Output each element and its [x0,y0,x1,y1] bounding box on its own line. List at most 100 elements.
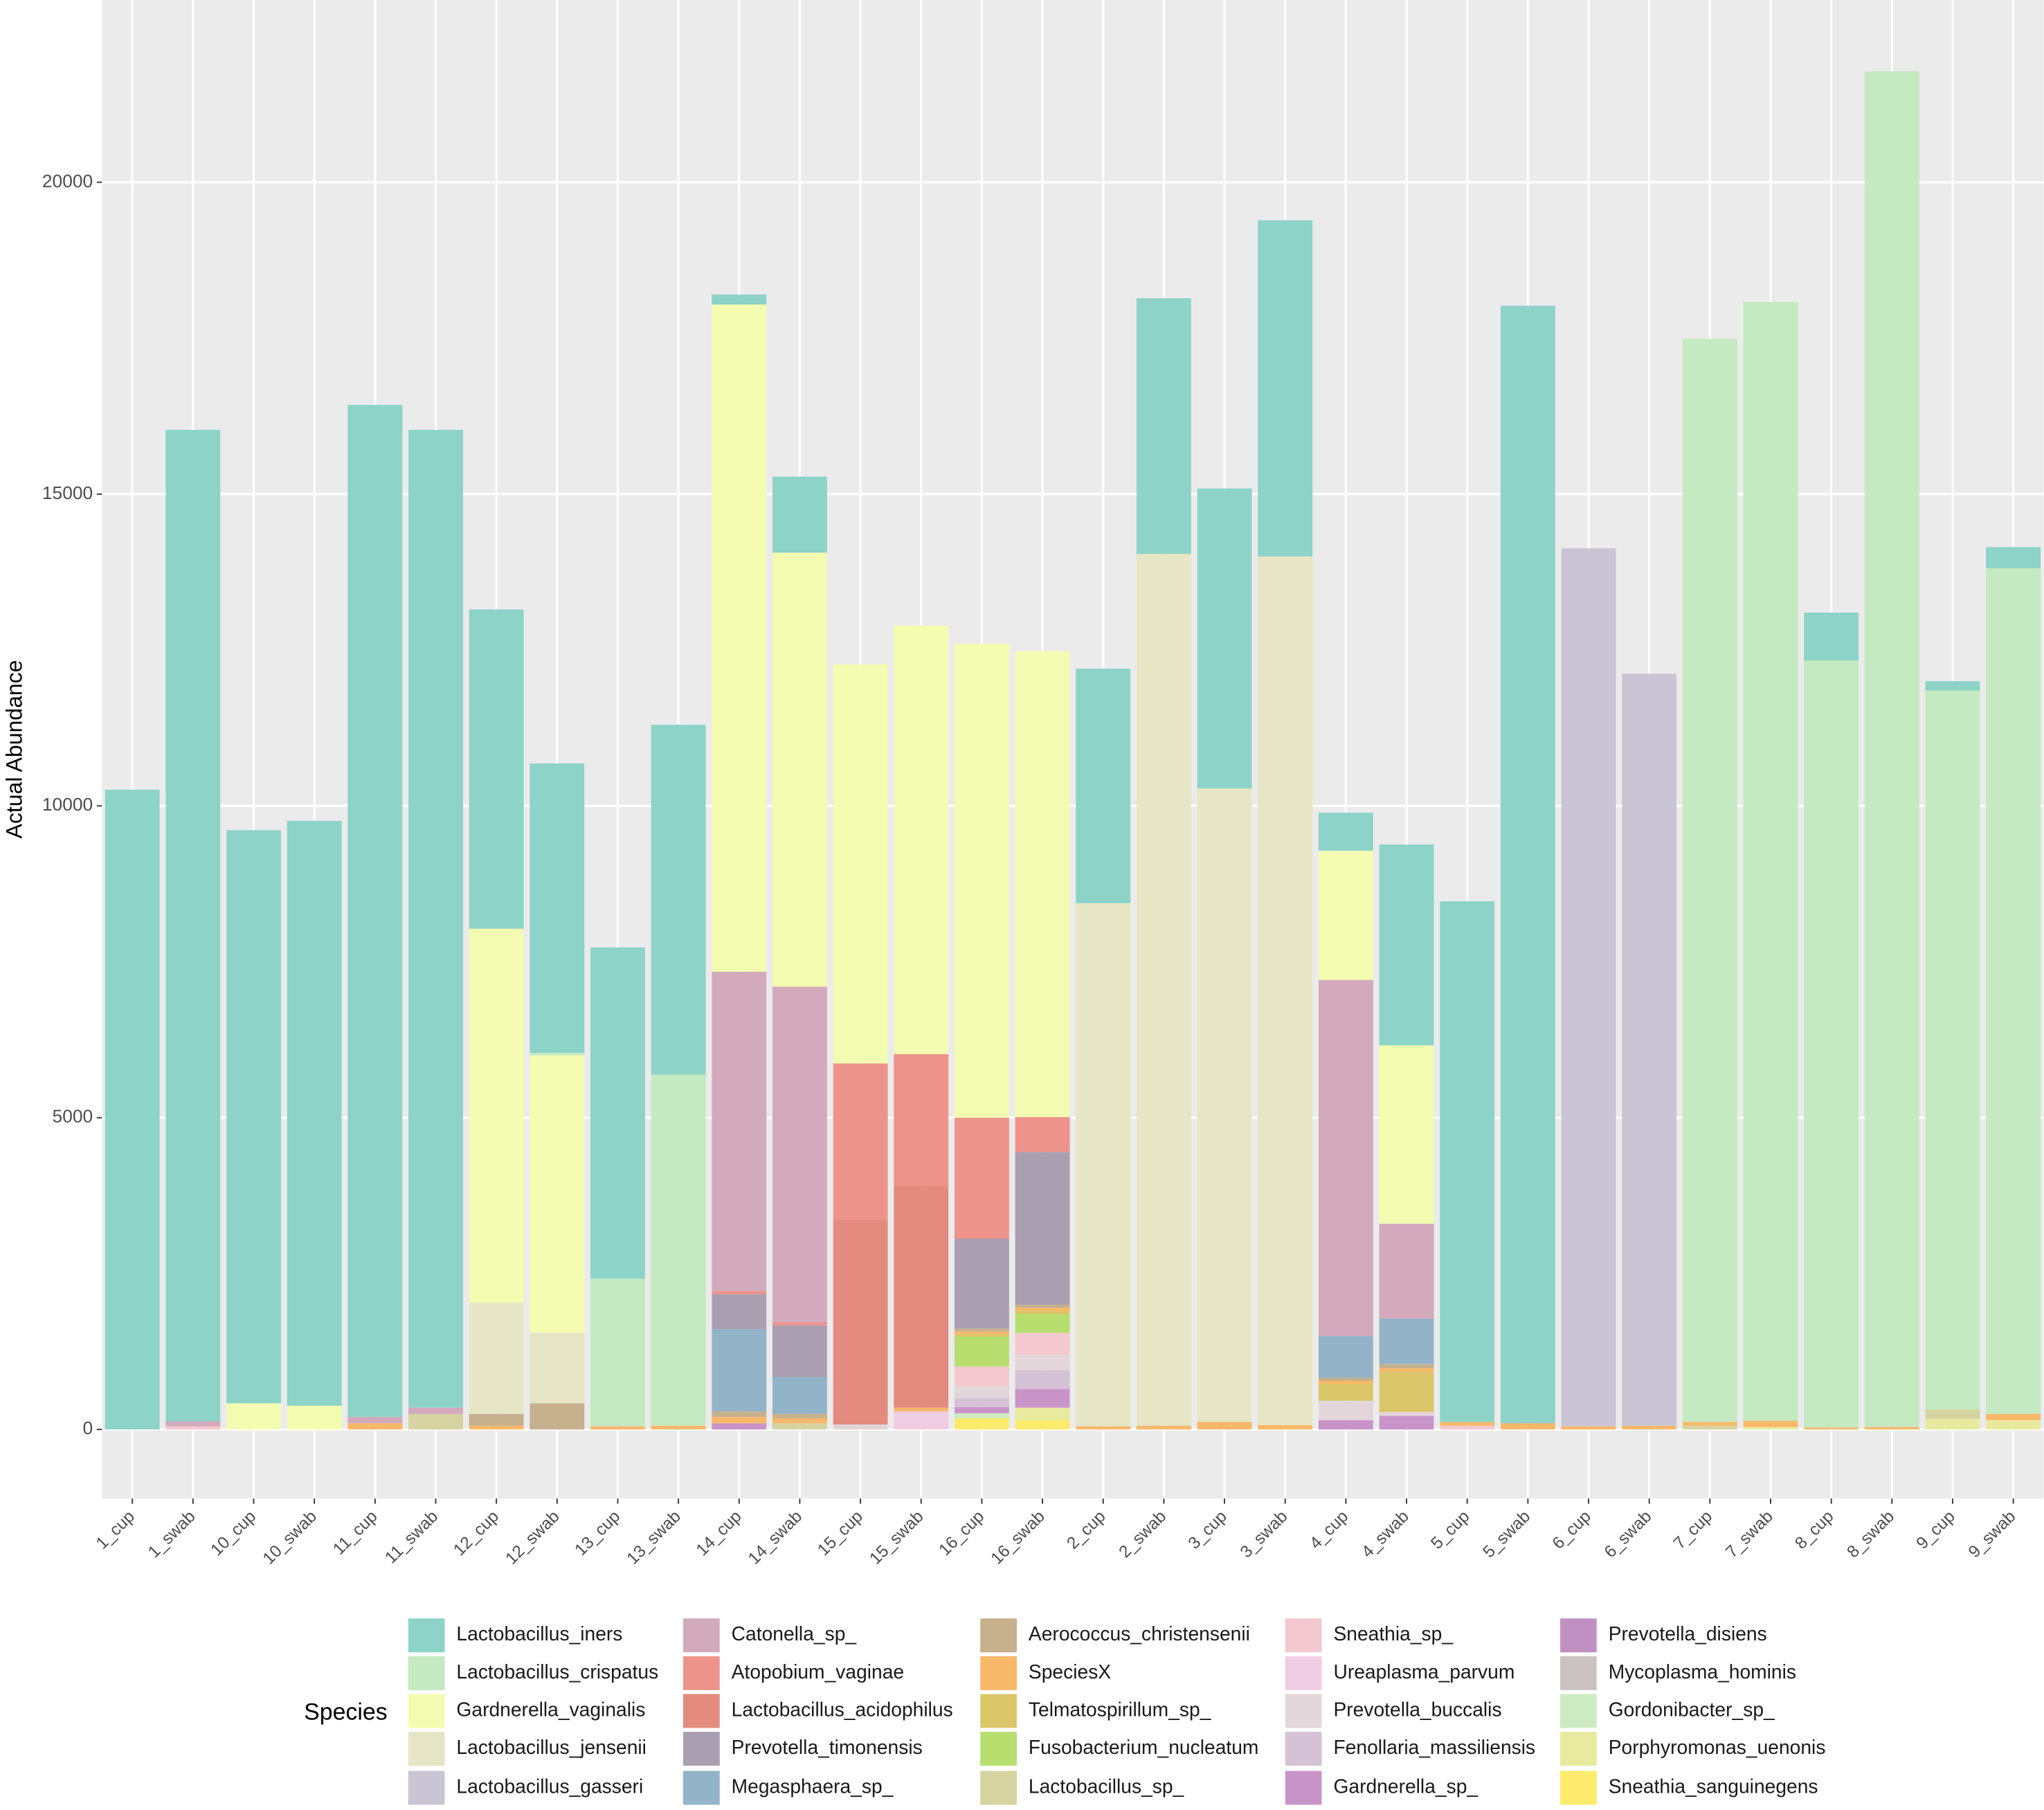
bar-segment [1500,1423,1555,1430]
bar-segment [954,1117,1009,1239]
legend-key [980,1656,1017,1690]
bar-segment [954,1334,1009,1337]
bar-segment [1682,338,1737,1422]
legend-label: SpeciesX [1029,1660,1111,1683]
bar-segment [954,644,1009,1118]
bar-segment [712,304,767,972]
bar-segment [1015,1355,1070,1370]
legend-key [1285,1618,1322,1653]
bar-segment [1258,220,1313,556]
legend-label: Prevotella_timonensis [732,1736,923,1758]
bar-segment [165,430,221,1422]
x-tick-label: 13_swab [624,1507,685,1568]
bar-segment [772,1418,827,1424]
legend-key [408,1732,445,1766]
bar-segment [772,1423,827,1430]
bar-segment [772,1322,827,1325]
bar-segment [1015,1332,1070,1355]
bar-segment [1864,71,1919,1427]
bar-segment [1197,788,1252,1422]
bar-segment [954,1406,1009,1413]
x-tick-label: 6_swab [1601,1507,1656,1562]
bar-segment [954,1328,1009,1332]
x-tick-label: 3_swab [1237,1507,1292,1562]
bar-segment [954,1366,1009,1386]
bar-segment [1379,1411,1434,1416]
bar-segment [1986,568,2041,1414]
legend-key [1285,1771,1322,1805]
bar-segment [408,430,463,1408]
legend-label: Sneathia_sp_ [1333,1622,1454,1645]
x-tick-label: 12_cup [450,1507,503,1559]
legend-label: Lactobacillus_sp_ [1029,1775,1185,1797]
bar-segment [1743,302,1798,1421]
bar-segment [833,1063,888,1220]
legend-label: Prevotella_disiens [1609,1622,1767,1645]
bar-segment [1379,1415,1434,1430]
bar-segment [590,1278,645,1427]
bar-segment [1804,1427,1859,1430]
bar-segment [1015,1420,1070,1430]
bar-segment [1258,1424,1313,1430]
legend-label: Lactobacillus_jensenii [456,1736,646,1758]
bar-segment [1986,1413,2041,1420]
bar-segment [651,1425,706,1430]
bar-segment [1258,556,1313,1425]
bar-segment [1318,1336,1373,1378]
bar-segment [1318,813,1373,851]
bar-segment [1743,1427,1798,1430]
bar-segment [1804,612,1859,661]
bar-segment [772,986,827,1323]
x-tick-label: 1_swab [145,1507,199,1562]
y-tick-label: 10000 [42,794,93,815]
bar-segment [954,1418,1009,1430]
bar-segment [1379,1318,1434,1364]
bar-segment [1500,305,1555,1424]
x-tick-label: 15_cup [814,1507,867,1559]
legend-key [980,1618,1017,1653]
y-tick-label: 15000 [42,482,93,503]
legend-key [683,1618,720,1653]
legend-key [1285,1732,1322,1766]
bar-segment [530,1053,585,1056]
bar-segment [1015,1314,1070,1333]
bar-segment [408,1413,463,1430]
bar-segment [1440,901,1495,1422]
bar-segment [347,1417,403,1424]
x-tick-label: 16_swab [988,1507,1049,1568]
bar-segment [1015,1388,1070,1408]
bar-segment [1743,1420,1798,1427]
bar-segment [469,1303,524,1414]
bar-segment [408,1407,463,1414]
bar-segment [1379,1223,1434,1319]
bar-segment [530,1403,585,1430]
bar-segment [1440,1425,1495,1430]
bar-segment [1076,669,1131,903]
x-tick-label: 10_swab [260,1507,320,1568]
legend-label: Catonella_sp_ [732,1622,858,1645]
bar-segment [347,404,403,1418]
x-tick-label: 12_swab [502,1507,563,1568]
legend-label: Porphyromonas_uenonis [1609,1736,1826,1758]
legend-key [408,1694,445,1728]
legend-key [980,1732,1017,1766]
bar-segment [833,1424,888,1430]
legend-key [1560,1771,1597,1805]
bar-segment [1622,1425,1677,1430]
bar-segment [287,820,342,1406]
x-tick-label: 13_cup [571,1507,624,1559]
legend-key [1560,1618,1597,1653]
bar-segment [347,1423,403,1430]
bar-segment [1015,1307,1070,1312]
legend-title: Species [304,1699,388,1726]
bar-segment [954,1336,1009,1367]
bar-segment [954,1398,1009,1407]
bar-segment [1682,1422,1737,1426]
bar-segment [1925,690,1980,1410]
bar-segment [1318,1420,1373,1430]
bar-segment [833,1220,888,1425]
legend-key [980,1771,1017,1805]
bar-segment [772,1413,827,1419]
bar-segment [1986,547,2041,569]
x-tick-label: 5_cup [1427,1507,1473,1553]
